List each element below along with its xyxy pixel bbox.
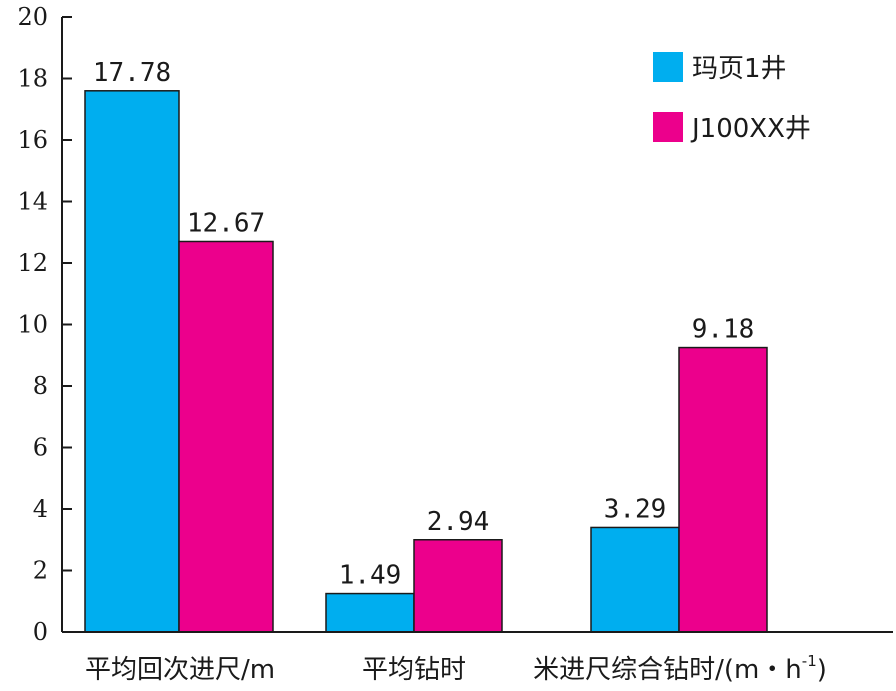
y-tick-label: 8: [33, 372, 48, 400]
data-label: 9.18: [692, 315, 755, 345]
bar-series-1: [590, 526, 680, 633]
y-tick-label: 10: [17, 311, 48, 339]
y-tick-label: 14: [17, 188, 48, 216]
data-label: 1.49: [339, 561, 402, 591]
x-category-label-main: 米进尺综合钻时/(m・h: [533, 655, 802, 685]
bar-series-1: [325, 592, 415, 633]
y-tick-label: 18: [17, 65, 48, 93]
x-category-label-tail: ): [817, 655, 827, 685]
bar-series-1: [84, 90, 180, 633]
x-category-label-superscript: -1: [802, 652, 817, 670]
x-category-label: 平均回次进尺/m: [85, 655, 275, 685]
y-tick-label: 20: [17, 3, 48, 31]
data-label: 12.67: [187, 208, 265, 238]
x-axis-category-labels: 平均回次进尺/m 平均钻时 米进尺综合钻时/(m・h-1): [85, 652, 827, 685]
x-category-label-main: 平均钻时: [362, 655, 466, 685]
legend: 玛页1井 J100XX井: [653, 52, 811, 144]
bar-series-2: [413, 539, 503, 633]
y-tick-label: 2: [33, 557, 48, 585]
y-tick-label: 16: [17, 126, 48, 154]
data-label: 3.29: [604, 494, 667, 524]
bar-series-2: [678, 346, 768, 633]
y-tick-label: 4: [33, 495, 48, 523]
x-category-label: 平均钻时: [362, 655, 466, 685]
y-tick-label: 12: [17, 249, 48, 277]
y-tick-label: 0: [33, 618, 48, 646]
bars-layer: [84, 90, 768, 633]
legend-swatch: [653, 112, 683, 142]
legend-label: J100XX井: [690, 114, 811, 144]
bar-series-2: [178, 240, 274, 633]
x-category-label-main: 平均回次进尺/m: [85, 655, 275, 685]
data-label: 2.94: [427, 507, 490, 537]
data-labels-layer: 17.78 12.67 1.49 2.94 3.29 9.18: [93, 58, 754, 591]
y-tick-label: 6: [33, 434, 48, 462]
legend-label: 玛页1井: [692, 54, 787, 84]
legend-swatch: [653, 52, 683, 82]
y-axis-ticks: 0 2 4 6 8 10 12 14 16 18 20: [17, 3, 72, 646]
x-category-label: 米进尺综合钻时/(m・h-1): [533, 652, 827, 685]
data-label: 17.78: [93, 58, 171, 88]
